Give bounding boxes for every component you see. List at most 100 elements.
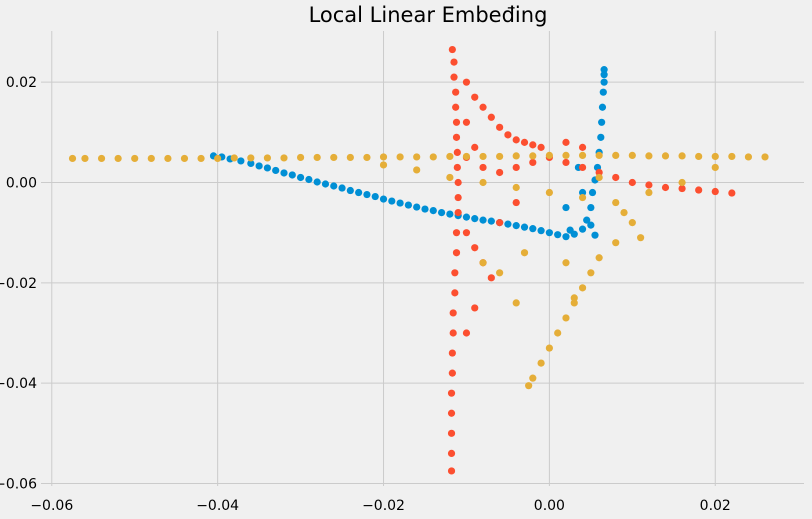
data-point xyxy=(529,225,537,233)
data-point xyxy=(479,216,487,224)
y-tick-label: −0.06 xyxy=(0,476,37,492)
data-point xyxy=(452,229,461,237)
data-point xyxy=(570,294,578,302)
x-tick-label: −0.02 xyxy=(362,498,405,514)
data-point xyxy=(68,154,77,163)
data-point xyxy=(612,151,620,160)
data-point xyxy=(678,184,686,193)
data-point xyxy=(496,152,504,161)
data-point xyxy=(520,249,529,257)
data-point xyxy=(612,239,620,247)
data-point xyxy=(447,429,456,437)
data-point xyxy=(452,118,461,126)
data-point xyxy=(247,159,255,168)
data-point xyxy=(504,131,512,139)
data-point xyxy=(454,193,462,202)
data-point xyxy=(595,151,603,160)
data-point xyxy=(761,153,769,161)
data-point xyxy=(600,66,608,74)
data-point xyxy=(529,152,537,160)
data-point xyxy=(379,153,388,161)
data-point xyxy=(447,389,456,397)
data-point xyxy=(496,269,504,277)
data-point xyxy=(346,186,354,195)
data-point xyxy=(496,219,504,227)
data-point xyxy=(661,152,670,160)
x-tick-label: −0.04 xyxy=(196,498,239,514)
data-point xyxy=(578,151,587,160)
data-point xyxy=(645,152,653,160)
data-point xyxy=(562,314,570,322)
data-point xyxy=(453,163,461,172)
data-point xyxy=(452,103,460,111)
data-point xyxy=(598,103,607,111)
data-point xyxy=(321,180,330,188)
data-point xyxy=(728,189,736,197)
data-point xyxy=(97,154,106,163)
data-point xyxy=(512,183,520,192)
data-point xyxy=(591,231,599,239)
data-point xyxy=(214,154,222,163)
data-point xyxy=(280,169,288,177)
data-point xyxy=(346,153,354,162)
data-point xyxy=(413,203,421,211)
data-point xyxy=(520,223,529,231)
data-point xyxy=(452,133,461,141)
data-point xyxy=(471,143,479,151)
data-point xyxy=(496,123,504,131)
data-point xyxy=(449,329,457,337)
data-point xyxy=(487,217,495,225)
data-point xyxy=(450,73,458,81)
data-point xyxy=(678,152,686,160)
data-point xyxy=(600,78,608,86)
data-point xyxy=(661,183,670,192)
data-point xyxy=(462,152,471,161)
data-point xyxy=(645,181,653,189)
data-point xyxy=(562,151,570,160)
data-point xyxy=(587,221,595,229)
data-point xyxy=(379,161,388,169)
data-point xyxy=(599,88,607,96)
data-point xyxy=(566,226,574,234)
data-point xyxy=(512,136,520,144)
data-point xyxy=(280,154,288,162)
data-point xyxy=(454,178,462,187)
data-point xyxy=(296,173,305,182)
data-point xyxy=(164,154,172,163)
chart-title: Local Linear Embeđing xyxy=(309,3,548,27)
y-tick-label: 0.00 xyxy=(6,175,37,191)
data-point xyxy=(255,162,263,170)
series-1 xyxy=(209,66,608,241)
data-point xyxy=(197,154,205,163)
data-point xyxy=(578,188,587,197)
data-point xyxy=(578,143,587,151)
data-point xyxy=(587,269,595,277)
data-point xyxy=(429,206,437,215)
data-point xyxy=(429,153,437,161)
data-point xyxy=(363,190,371,199)
data-point xyxy=(628,151,636,160)
data-point xyxy=(313,178,321,186)
data-point xyxy=(711,187,719,196)
data-point xyxy=(263,154,272,162)
data-point xyxy=(450,58,458,66)
data-point xyxy=(452,249,461,257)
data-point xyxy=(448,369,456,377)
data-point xyxy=(451,269,459,277)
data-point xyxy=(453,148,461,157)
data-point xyxy=(578,225,587,233)
data-point xyxy=(504,220,512,228)
data-point xyxy=(263,164,272,172)
data-point xyxy=(512,163,520,172)
data-point xyxy=(305,175,313,184)
data-point xyxy=(595,168,603,177)
data-point xyxy=(695,186,703,194)
data-point xyxy=(363,153,371,162)
data-point xyxy=(471,215,479,223)
data-point xyxy=(338,184,346,192)
data-point xyxy=(479,163,487,172)
data-point xyxy=(462,78,471,86)
data-point xyxy=(404,201,413,209)
data-point xyxy=(537,359,545,367)
